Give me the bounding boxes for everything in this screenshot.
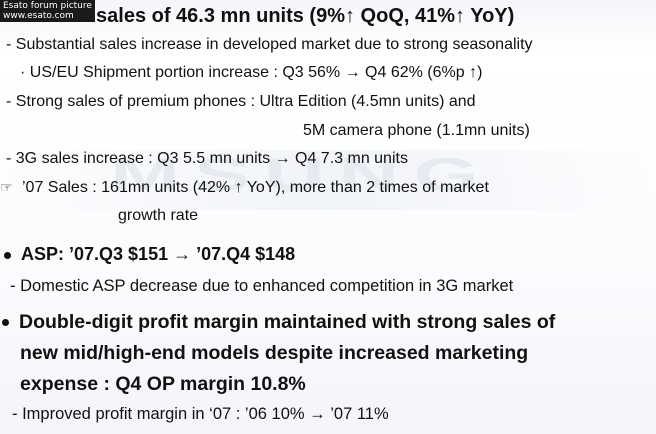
line-6-text: ’07 Sales : 161mn units (42% ↑ YoY), mor… xyxy=(22,179,489,196)
profit-heading-line-1: Double-digit profit margin maintained wi… xyxy=(2,311,555,334)
profit-detail-text: - Improved profit margin in ‘07 : ’06 10… xyxy=(12,405,389,423)
profit-line3: expense : Q4 OP margin 10.8% xyxy=(20,373,306,395)
asp-title: ASP: ’07.Q3 $151 → ’07.Q4 $148 xyxy=(21,244,296,264)
profit-heading-line-3: expense : Q4 OP margin 10.8% xyxy=(20,373,306,396)
asp-detail: - Domestic ASP decrease due to enhanced … xyxy=(10,277,513,296)
bullet-line-4: 5M camera phone (1.1mn units) xyxy=(303,122,530,140)
bullet-line-3: - Strong sales of premium phones : Ultra… xyxy=(6,93,476,111)
bullet-line-7: growth rate xyxy=(118,207,198,225)
bullet-line-2: · US/EU Shipment portion increase : Q3 5… xyxy=(20,64,482,82)
line-5-text: - 3G sales increase : Q3 5.5 mn units → … xyxy=(6,150,408,167)
profit-heading-line-2: new mid/high-end models despite increase… xyxy=(20,342,528,365)
site-tag-line1: Esato forum picture xyxy=(3,1,92,11)
line-7-text: growth rate xyxy=(118,207,199,224)
headline: andset sales of 46.3 mn units (9%↑ QoQ, … xyxy=(26,5,514,28)
bullet-icon xyxy=(2,319,9,327)
profit-line2: new mid/high-end models despite increase… xyxy=(20,342,529,364)
watermark-band xyxy=(0,150,656,210)
bullet-line-6: ☞ ’07 Sales : 161mn units (42% ↑ YoY), mo… xyxy=(0,179,489,197)
bullet-icon xyxy=(4,251,11,259)
site-watermark-tag: Esato forum picture www.esato.com xyxy=(0,0,95,22)
profit-detail: - Improved profit margin in ‘07 : ’06 10… xyxy=(12,405,389,424)
bullet-line-1: - Substantial sales increase in develope… xyxy=(6,36,533,54)
pointing-hand-icon: ☞ xyxy=(0,179,13,195)
asp-heading: ASP: ’07.Q3 $151 → ’07.Q4 $148 xyxy=(4,244,295,265)
line-3-text: - Strong sales of premium phones : Ultra… xyxy=(6,93,476,110)
site-tag-line2: www.esato.com xyxy=(3,11,74,21)
asp-detail-text: - Domestic ASP decrease due to enhanced … xyxy=(10,277,514,295)
bullet-line-5: - 3G sales increase : Q3 5.5 mn units → … xyxy=(6,150,408,168)
line-2-text: · US/EU Shipment portion increase : Q3 5… xyxy=(20,64,483,81)
line-4-text: 5M camera phone (1.1mn units) xyxy=(303,122,530,139)
headline-text: andset sales of 46.3 mn units (9%↑ QoQ, … xyxy=(26,5,515,27)
profit-line1: Double-digit profit margin maintained wi… xyxy=(19,311,556,333)
line-1-text: - Substantial sales increase in develope… xyxy=(6,36,533,53)
